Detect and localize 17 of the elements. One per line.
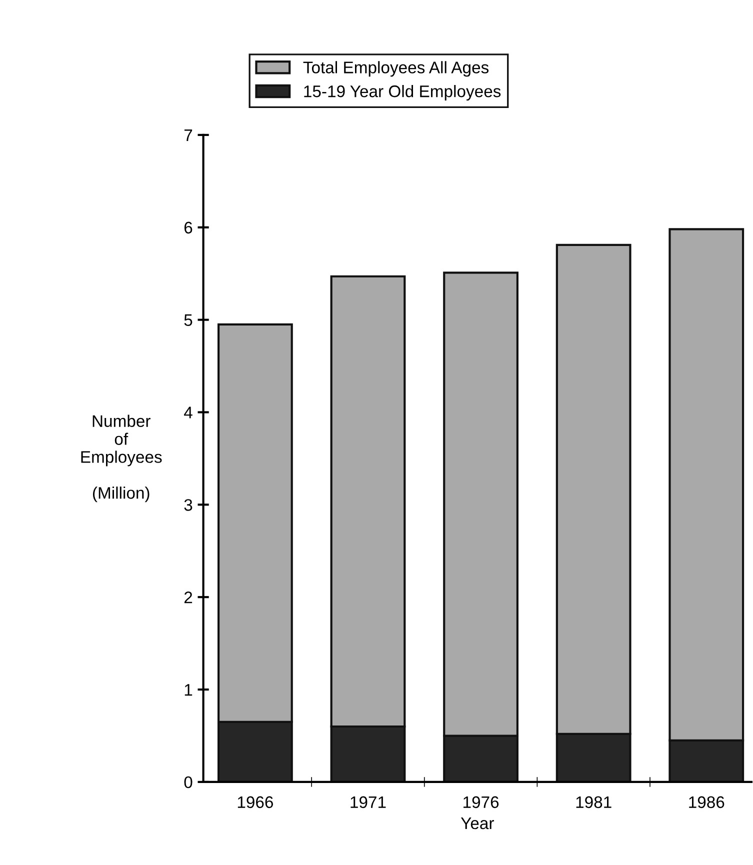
x-tick-label: 1981 <box>576 796 612 808</box>
x-tick-label: 1976 <box>464 796 499 808</box>
text: Number of Employees (Million) <box>81 414 162 502</box>
y-tick-label: 6 <box>184 222 192 234</box>
x-tick-label: 1971 <box>350 796 386 808</box>
legend-label: 15-19 Year Old Employees <box>304 84 501 101</box>
x-axis-title: Year <box>460 818 494 830</box>
y-tick-label: 2 <box>184 592 192 604</box>
y-tick-label: 5 <box>184 314 192 326</box>
legend-label: Total Employees All Ages <box>303 61 489 77</box>
x-tick-label: 1966 <box>238 796 274 808</box>
x-tick-label: 1986 <box>689 796 724 808</box>
y-tick-label: 0 <box>184 776 192 788</box>
y-tick-label: 7 <box>184 130 192 141</box>
y-tick-label: 1 <box>184 684 192 696</box>
y-tick-label: 3 <box>184 499 192 511</box>
y-tick-label: 4 <box>184 406 192 418</box>
